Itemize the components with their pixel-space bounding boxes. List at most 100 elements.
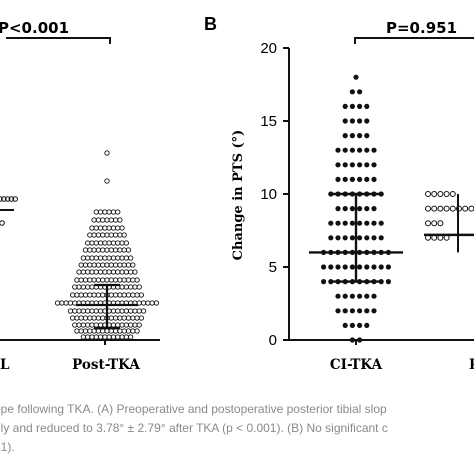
- data-point: [127, 334, 134, 340]
- data-point: [108, 277, 114, 283]
- data-point: [74, 328, 80, 334]
- data-point: [357, 147, 363, 153]
- panel-b-significance: P=0.951: [386, 19, 457, 37]
- data-point: [112, 232, 119, 238]
- data-point: [97, 255, 104, 261]
- data-point: [91, 262, 97, 268]
- data-point: [117, 262, 123, 268]
- data-point: [425, 220, 431, 227]
- panel-a: P<0.001 L Post-TKA: [0, 19, 160, 373]
- data-point: [371, 206, 377, 212]
- data-point: [67, 300, 74, 306]
- data-point: [425, 191, 431, 197]
- data-point: [371, 235, 377, 241]
- data-point: [95, 292, 102, 298]
- data-point: [85, 269, 91, 275]
- data-point: [85, 308, 91, 314]
- data-point: [82, 328, 89, 334]
- data-point: [104, 178, 110, 184]
- data-point: [0, 196, 3, 202]
- panel-b-y-tick-label: 5: [269, 259, 277, 276]
- data-point: [378, 264, 384, 270]
- data-point: [89, 284, 95, 290]
- panel-b-y-tick-label: 0: [269, 332, 277, 349]
- data-point: [357, 322, 363, 328]
- data-point: [357, 103, 363, 109]
- data-point: [104, 262, 110, 268]
- data-point: [342, 133, 348, 139]
- data-point: [121, 262, 127, 268]
- data-point: [112, 277, 119, 283]
- panel-a-bracket: [6, 37, 111, 44]
- data-point: [91, 232, 97, 238]
- data-point: [134, 292, 140, 298]
- data-point: [127, 284, 134, 290]
- panel-a-cat-post-tka: Post-TKA: [72, 357, 140, 373]
- data-point: [364, 206, 370, 212]
- data-point: [91, 292, 97, 298]
- data-point: [123, 255, 130, 261]
- data-point: [78, 328, 84, 334]
- data-point: [127, 308, 134, 314]
- data-point: [59, 300, 65, 306]
- data-point: [95, 247, 102, 253]
- data-point: [125, 247, 132, 253]
- data-point: [95, 262, 102, 268]
- data-point: [385, 264, 391, 270]
- data-point: [93, 269, 99, 275]
- data-point: [431, 205, 438, 212]
- data-point: [321, 264, 327, 270]
- data-point: [123, 308, 130, 314]
- data-point: [364, 118, 370, 124]
- data-point: [335, 235, 341, 241]
- data-point: [12, 196, 18, 202]
- data-point: [371, 264, 377, 270]
- data-point: [117, 232, 123, 238]
- data-point: [117, 277, 123, 283]
- data-point: [112, 328, 119, 334]
- data-point: [85, 322, 91, 328]
- data-point: [130, 277, 136, 283]
- data-point: [121, 315, 127, 321]
- data-point: [123, 269, 130, 275]
- data-point: [342, 235, 348, 241]
- data-point: [119, 240, 125, 246]
- panel-b-bracket: [354, 37, 474, 44]
- data-point: [97, 240, 104, 246]
- data-point: [91, 217, 97, 223]
- data-point: [335, 162, 341, 168]
- data-point: [125, 292, 132, 298]
- data-point: [357, 337, 363, 343]
- data-point: [349, 322, 355, 328]
- data-point: [95, 315, 102, 321]
- data-point: [76, 269, 82, 275]
- data-point: [357, 133, 363, 139]
- data-point: [378, 279, 384, 285]
- data-point: [76, 322, 82, 328]
- data-point: [119, 284, 125, 290]
- data-point: [108, 315, 114, 321]
- data-point: [378, 235, 384, 241]
- data-point: [121, 277, 127, 283]
- data-point: [97, 308, 104, 314]
- data-point: [80, 308, 87, 314]
- data-point: [100, 217, 106, 223]
- data-point: [125, 315, 132, 321]
- data-point: [100, 315, 106, 321]
- data-point: [102, 334, 108, 340]
- data-point: [112, 247, 119, 253]
- data-point: [328, 191, 334, 197]
- data-point: [335, 308, 341, 314]
- data-point: [342, 293, 348, 299]
- data-point: [112, 292, 119, 298]
- data-point: [110, 225, 117, 231]
- data-point: [100, 328, 106, 334]
- data-point: [125, 328, 132, 334]
- data-point: [125, 277, 132, 283]
- data-point: [119, 322, 125, 328]
- data-point: [102, 255, 108, 261]
- data-point: [443, 205, 450, 212]
- data-point: [93, 255, 99, 261]
- data-point: [106, 209, 112, 215]
- data-point: [104, 232, 110, 238]
